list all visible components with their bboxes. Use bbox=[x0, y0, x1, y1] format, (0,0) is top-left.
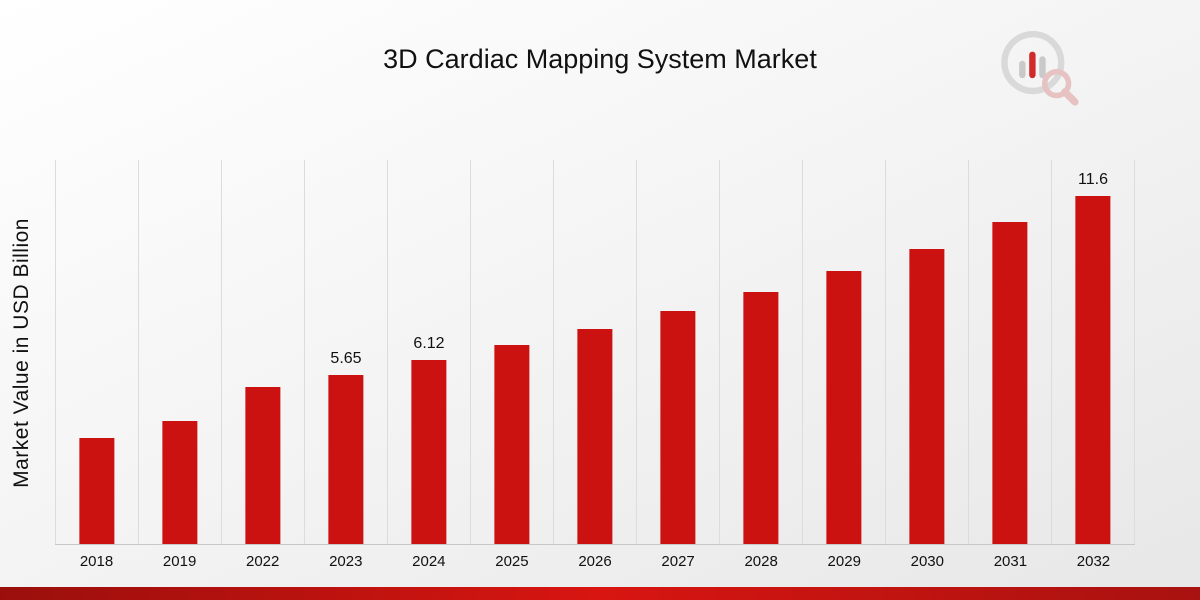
logo-circle bbox=[1001, 31, 1065, 95]
logo-magnifier-icon bbox=[1042, 68, 1072, 99]
x-tick-label: 2028 bbox=[744, 553, 778, 570]
bar-2026 bbox=[577, 328, 613, 544]
bar-2025 bbox=[494, 345, 530, 544]
x-tick-label: 2024 bbox=[412, 553, 446, 570]
x-tick-label: 2029 bbox=[827, 553, 861, 570]
x-tick-label: 2032 bbox=[1076, 553, 1111, 570]
y-axis-label-text: Market Value in USD Billion bbox=[10, 217, 33, 488]
plot-column bbox=[55, 160, 138, 544]
x-tick-label: 2018 bbox=[79, 553, 114, 570]
y-axis-label: Market Value in USD Billion bbox=[4, 160, 40, 545]
bar-2024: 6.12 bbox=[411, 335, 447, 544]
logo-bar-icon bbox=[1039, 56, 1046, 79]
plot-column bbox=[138, 160, 221, 544]
bar-2018 bbox=[79, 437, 115, 544]
x-axis-labels: 2018 2019 2022 2023 2024 2025 2026 2027 2028 2029… bbox=[55, 553, 1135, 575]
bar-2028 bbox=[743, 292, 779, 544]
plot-column bbox=[553, 160, 636, 544]
bar-value-label: 11.6 bbox=[1078, 171, 1108, 188]
bar-value-label: 5.65 bbox=[330, 349, 362, 367]
plot-column bbox=[636, 160, 719, 544]
bar-value-label: 6.12 bbox=[413, 335, 445, 353]
bar-2023: 5.65 bbox=[328, 350, 364, 544]
plot-column: 11.6 bbox=[1051, 160, 1135, 544]
bar-2030 bbox=[909, 248, 945, 544]
plot-column bbox=[885, 160, 968, 544]
x-tick-label: 2019 bbox=[162, 553, 197, 570]
bar-2022 bbox=[245, 386, 281, 544]
plot-column bbox=[221, 160, 304, 544]
plot-area: 5.65 6.12 11.6 bbox=[55, 160, 1135, 545]
logo-bar-icon bbox=[1029, 51, 1036, 79]
logo-bar-icon bbox=[1019, 60, 1026, 79]
bar-2029 bbox=[826, 271, 862, 544]
bar-2032: 11.6 bbox=[1075, 171, 1111, 544]
plot-column: 6.12 bbox=[387, 160, 470, 544]
x-tick-label: 2031 bbox=[993, 553, 1028, 570]
x-tick-label: 2027 bbox=[661, 553, 695, 570]
bottom-ribbon bbox=[0, 587, 1200, 600]
bar-2031 bbox=[992, 222, 1028, 544]
bar-2027 bbox=[660, 311, 696, 544]
x-tick-label: 2026 bbox=[578, 553, 612, 570]
x-tick-label: 2025 bbox=[495, 553, 529, 570]
chart-title: 3D Cardiac Mapping System Market bbox=[383, 44, 817, 74]
logo-magnifier-handle bbox=[1061, 88, 1079, 106]
plot-column bbox=[968, 160, 1051, 544]
brand-logo-icon bbox=[1001, 31, 1079, 106]
plot-column bbox=[719, 160, 802, 544]
plot-column: 5.65 bbox=[304, 160, 387, 544]
bar-2019 bbox=[162, 421, 198, 544]
x-tick-label: 2030 bbox=[910, 553, 944, 570]
plot-column bbox=[470, 160, 553, 544]
plot-column bbox=[802, 160, 885, 544]
x-tick-label: 2023 bbox=[329, 553, 363, 570]
x-tick-label: 2022 bbox=[246, 553, 280, 570]
